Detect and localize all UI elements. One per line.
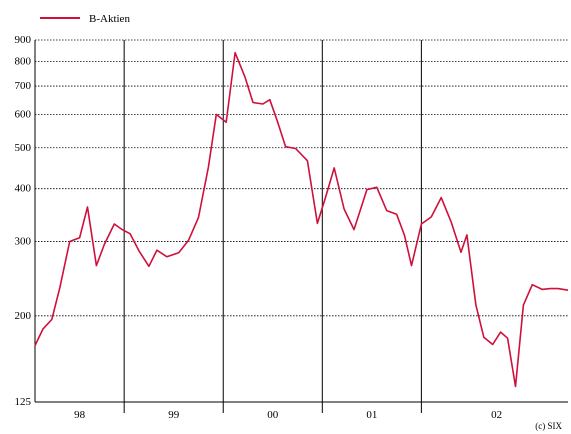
- x-tick-label-00: 00: [267, 409, 279, 421]
- y-tick-label-400: 400: [15, 183, 32, 195]
- x-tick-label-01: 01: [366, 409, 377, 421]
- x-axis-tick-labels: 98 99 00 01 02: [74, 409, 502, 421]
- vertical-year-dividers: [123, 40, 422, 413]
- source-credit: (c) SIX: [535, 421, 562, 431]
- y-tick-label-700: 700: [15, 80, 32, 92]
- y-tick-label-600: 600: [15, 108, 32, 120]
- y-tick-label-125: 125: [15, 396, 32, 408]
- series-line-b-aktien: [34, 51, 569, 388]
- x-tick-label-99: 99: [168, 409, 180, 421]
- legend-label: B-Aktien: [89, 13, 130, 25]
- y-tick-label-900: 900: [15, 34, 32, 46]
- y-tick-label-800: 800: [15, 56, 32, 68]
- y-tick-label-300: 300: [15, 235, 32, 247]
- horizontal-gridlines: [35, 39, 568, 317]
- x-tick-label-02: 02: [491, 409, 502, 421]
- y-axis-tick-labels: 125 200 300 400 500 600 700 800 900: [15, 34, 32, 408]
- y-tick-label-200: 200: [15, 310, 32, 322]
- legend: B-Aktien: [40, 13, 130, 25]
- y-tick-label-500: 500: [15, 142, 32, 154]
- x-tick-label-98: 98: [74, 409, 86, 421]
